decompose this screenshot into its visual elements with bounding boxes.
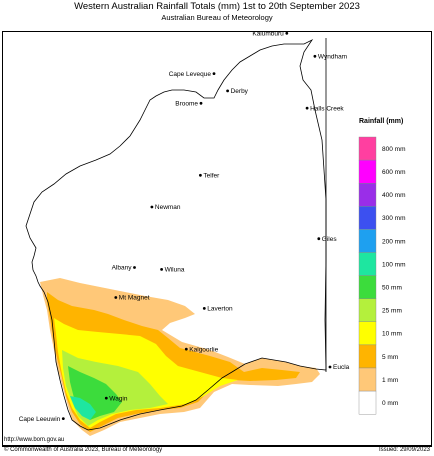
place-label-kalgoorlie: Kalgoorlie bbox=[189, 346, 218, 353]
place-dot-derby bbox=[226, 89, 230, 93]
legend-label-5mm: 5 mm bbox=[382, 354, 398, 361]
legend-label-0mm: 0 mm bbox=[382, 400, 398, 407]
place-label-wiluna: Wiluna bbox=[165, 267, 185, 274]
place-dot-newman bbox=[150, 205, 154, 209]
legend-swatch-800mm bbox=[358, 136, 377, 161]
place-dot-cape-leveque bbox=[212, 72, 216, 75]
legend-swatch-1mm bbox=[358, 367, 377, 392]
legend: Rainfall (mm) 800 mm 600 mm 400 mm 300 mm 20… bbox=[358, 118, 405, 415]
place-dot-cape-leeuwin bbox=[61, 417, 65, 420]
legend-swatch-10mm bbox=[358, 321, 377, 346]
map-subtitle: Australian Bureau of Meteorology bbox=[161, 13, 273, 22]
footer-issued: Issued: 29/09/2023 bbox=[378, 447, 430, 453]
legend-swatch-25mm bbox=[358, 298, 377, 323]
legend-label-400mm: 400 mm bbox=[382, 192, 405, 199]
place-label-cape-leeuwin: Cape Leeuwin bbox=[19, 416, 61, 423]
place-dot-wagin bbox=[104, 396, 108, 400]
place-dot-giles bbox=[317, 237, 321, 241]
legend-label-50mm: 50 mm bbox=[382, 285, 402, 292]
place-label-kalumburu: Kalumburu bbox=[252, 31, 284, 38]
legend-label-100mm: 100 mm bbox=[382, 261, 405, 268]
footer-divider bbox=[2, 446, 432, 447]
legend-swatch-600mm bbox=[358, 159, 377, 184]
place-dot-kalumburu bbox=[285, 31, 289, 35]
place-label-wyndham: Wyndham bbox=[318, 54, 347, 61]
place-dot-laverton bbox=[202, 307, 206, 310]
legend-label-25mm: 25 mm bbox=[382, 308, 402, 315]
rainfall-shading bbox=[40, 278, 320, 436]
place-dot-eucla bbox=[328, 365, 332, 369]
legend-swatch-0mm bbox=[358, 390, 377, 415]
place-dot-halls-creek bbox=[305, 106, 309, 110]
place-dot-albany bbox=[133, 266, 136, 269]
place-label-broome: Broome bbox=[175, 101, 198, 108]
footer-copyright: © Commonwealth of Australia 2023, Bureau… bbox=[4, 447, 163, 453]
place-markers: Kalumburu Wyndham Cape Leveque Derby Broome H… bbox=[19, 31, 350, 423]
place-dot-mt-magnet bbox=[114, 296, 118, 299]
place-label-laverton: Laverton bbox=[207, 306, 233, 313]
legend-swatch-5mm bbox=[358, 344, 377, 369]
rain-100mm-region bbox=[70, 396, 96, 420]
legend-swatch-200mm bbox=[358, 229, 377, 253]
place-label-newman: Newman bbox=[155, 204, 181, 211]
wa-coastline bbox=[25, 38, 327, 431]
place-label-derby: Derby bbox=[231, 88, 249, 95]
legend-label-10mm: 10 mm bbox=[382, 331, 402, 338]
place-label-mt-magnet: Mt Magnet bbox=[119, 295, 150, 302]
legend-label-600mm: 600 mm bbox=[382, 169, 405, 176]
legend-swatch-300mm bbox=[358, 206, 377, 230]
footer-url[interactable]: http://www.bom.gov.au bbox=[4, 437, 65, 443]
place-label-albany: Albany bbox=[112, 265, 133, 272]
place-dot-kalgoorlie bbox=[184, 347, 188, 351]
place-dot-wyndham bbox=[313, 54, 317, 58]
place-label-telfer: Telfer bbox=[203, 173, 220, 180]
place-dot-broome bbox=[199, 101, 203, 105]
legend-title: Rainfall (mm) bbox=[359, 118, 403, 125]
map-title: Western Australian Rainfall Totals (mm) … bbox=[74, 1, 360, 12]
place-dot-telfer bbox=[199, 173, 202, 177]
place-label-wagin: Wagin bbox=[109, 395, 128, 402]
place-label-giles: Giles bbox=[322, 236, 338, 243]
legend-label-200mm: 200 mm bbox=[382, 238, 405, 245]
legend-label-1mm: 1 mm bbox=[382, 377, 398, 384]
place-label-cape-leveque: Cape Leveque bbox=[169, 71, 212, 78]
legend-swatch-50mm bbox=[358, 275, 377, 299]
legend-label-300mm: 300 mm bbox=[382, 215, 405, 222]
place-label-eucla: Eucla bbox=[333, 364, 350, 371]
legend-swatch-400mm bbox=[358, 182, 377, 207]
legend-label-800mm: 800 mm bbox=[382, 146, 405, 153]
legend-swatch-100mm bbox=[358, 252, 377, 276]
place-label-halls-creek: Halls Creek bbox=[310, 105, 344, 112]
place-dot-wiluna bbox=[160, 268, 164, 271]
